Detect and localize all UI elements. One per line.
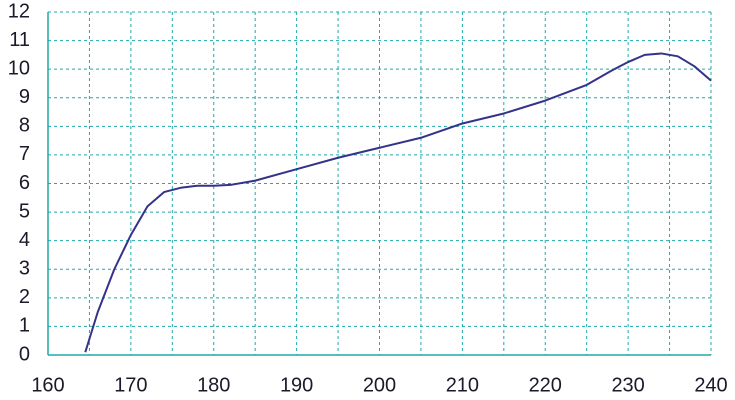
- y-tick-label: 9: [19, 86, 30, 108]
- y-tick-label: 6: [19, 172, 30, 194]
- y-tick-label: 0: [19, 343, 30, 365]
- x-tick-label: 160: [31, 374, 64, 396]
- x-tick-label: 210: [446, 374, 479, 396]
- y-tick-label: 4: [19, 229, 30, 251]
- x-tick-label: 200: [363, 374, 396, 396]
- y-tick-label: 10: [8, 57, 30, 79]
- x-tick-label: 230: [611, 374, 644, 396]
- y-tick-label: 8: [19, 115, 30, 137]
- y-tick-label: 7: [19, 143, 30, 165]
- y-tick-label: 5: [19, 200, 30, 222]
- y-tick-label: 11: [9, 29, 30, 51]
- y-tick-label: 12: [8, 0, 30, 22]
- x-tick-label: 180: [197, 374, 230, 396]
- x-tick-label: 240: [694, 374, 727, 396]
- y-tick-label: 3: [19, 258, 30, 280]
- x-tick-label: 190: [280, 374, 313, 396]
- x-tick-label: 170: [114, 374, 147, 396]
- y-tick-label: 2: [19, 286, 30, 308]
- x-tick-label: 220: [529, 374, 562, 396]
- data-line: [84, 52, 712, 353]
- y-tick-label: 1: [19, 315, 30, 337]
